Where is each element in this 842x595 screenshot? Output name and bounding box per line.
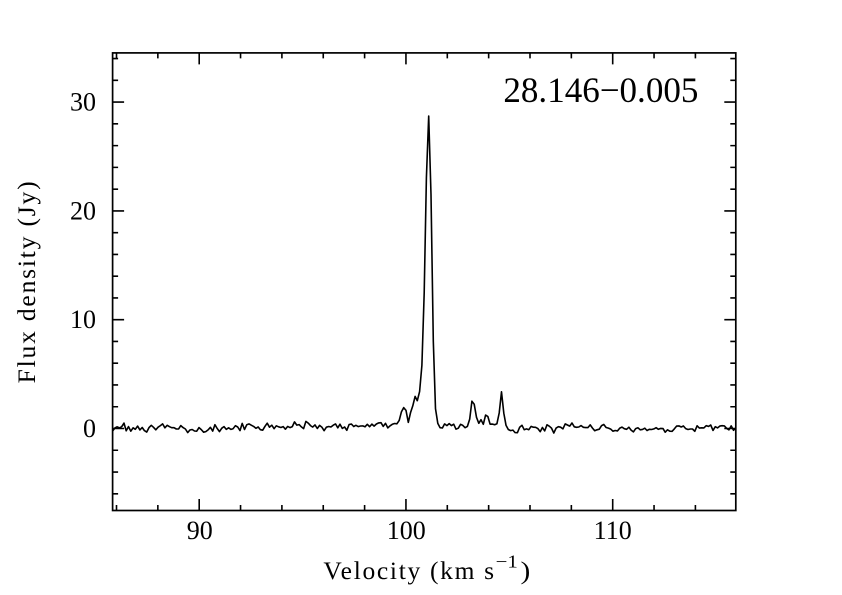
svg-text:110: 110 [594,516,632,545]
svg-text:20: 20 [70,196,96,225]
svg-text:−1: −1 [496,551,518,571]
svg-text:28.146−0.005: 28.146−0.005 [503,70,698,110]
svg-text:Flux density (Jy): Flux density (Jy) [12,181,41,383]
svg-text:90: 90 [187,516,213,545]
svg-text:30: 30 [70,88,96,117]
svg-text:Velocity (km s: Velocity (km s [323,556,494,585]
svg-text:10: 10 [70,305,96,334]
svg-text:): ) [521,556,531,585]
svg-text:0: 0 [83,414,96,443]
svg-text:100: 100 [387,516,426,545]
